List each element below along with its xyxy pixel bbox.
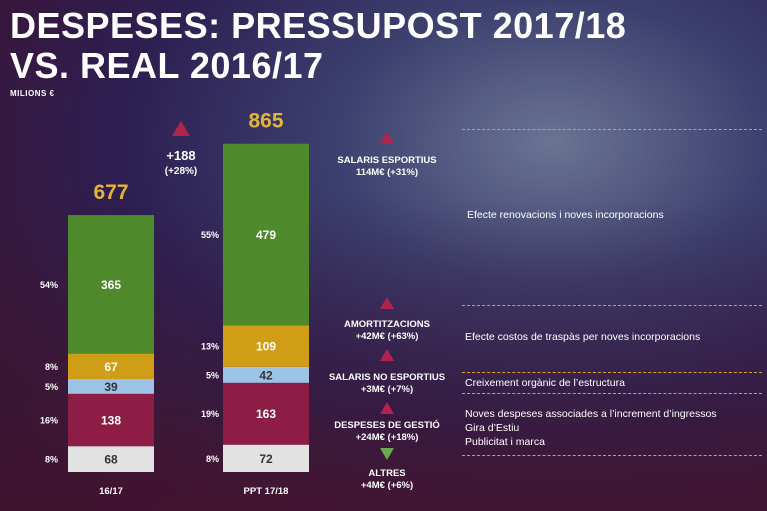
bar-segment: [223, 382, 309, 445]
up-arrow-icon: [380, 132, 394, 144]
x-tick-label: 16/17: [99, 486, 123, 497]
bar-segment: [223, 143, 309, 326]
segment-share-label: 54%: [40, 280, 58, 290]
segment-value-label: 39: [104, 380, 118, 394]
change-amount-label: +3M€ (+7%): [361, 384, 413, 395]
segment-share-label: 16%: [40, 416, 58, 426]
segment-value-label: 163: [256, 407, 276, 421]
note-traspas: Efecte costos de traspàs per noves incor…: [465, 331, 701, 343]
segment-share-label: 8%: [206, 454, 219, 464]
change-amount-label: +4M€ (+6%): [361, 480, 413, 491]
segment-share-label: 8%: [45, 455, 58, 465]
total-change-percent: (+28%): [165, 166, 198, 177]
segment-share-label: 55%: [201, 230, 219, 240]
segment-share-label: 19%: [201, 409, 219, 419]
down-arrow-icon: [380, 448, 394, 460]
note-renovacions: Efecte renovacions i noves incorporacion…: [467, 209, 664, 221]
chart-title: DESPESES: PRESSUPOST 2017/18 VS. REAL 20…: [10, 5, 627, 86]
bar-segment: [68, 379, 154, 394]
change-category-label: SALARIS NO ESPORTIUS: [329, 372, 445, 383]
up-arrow-icon: [380, 402, 394, 414]
up-arrow-icon: [380, 349, 394, 361]
change-amount-label: 114M€ (+31%): [356, 167, 418, 178]
note-publicitat: Publicitat i marca: [465, 436, 545, 448]
up-arrow-icon: [380, 297, 394, 309]
bar-segment: [68, 215, 154, 354]
segment-value-label: 72: [259, 452, 273, 466]
bar-segment: [68, 353, 154, 380]
segment-value-label: 68: [104, 453, 118, 467]
total-change-value: +188: [166, 148, 195, 163]
change-category-label: ALTRES: [368, 468, 405, 479]
note-estructura: Creixement orgànic de l’estructura: [465, 377, 625, 389]
change-category-label: AMORTITZACIONS: [344, 319, 430, 330]
bar-segment: [68, 446, 154, 472]
divider-line: [462, 129, 762, 130]
divider-line: [462, 372, 762, 373]
bar-total-label: 677: [93, 181, 128, 204]
segment-value-label: 67: [104, 360, 118, 374]
change-amount-label: +24M€ (+18%): [356, 432, 419, 443]
divider-line: [462, 455, 762, 456]
change-amount-label: +42M€ (+63%): [356, 331, 419, 342]
bar-segment: [223, 366, 309, 383]
segment-share-label: 5%: [45, 382, 58, 392]
change-category-label: SALARIS ESPORTIUS: [337, 155, 436, 166]
segment-share-label: 13%: [201, 342, 219, 352]
bar-segment: [68, 393, 154, 447]
segment-share-label: 8%: [45, 362, 58, 372]
x-tick-label: PPT 17/18: [244, 486, 289, 497]
bar-segment: [223, 325, 309, 367]
segment-value-label: 138: [101, 414, 121, 428]
bar-segment: [223, 444, 309, 472]
segment-value-label: 365: [101, 278, 121, 292]
segment-value-label: 42: [259, 368, 273, 382]
note-gira: Gira d’Estiu: [465, 422, 520, 434]
divider-line: [462, 393, 762, 394]
note-ingressos: Noves despeses associades a l’increment …: [465, 408, 717, 420]
change-category-label: DESPESES DE GESTIÓ: [334, 419, 440, 431]
divider-line: [462, 305, 762, 306]
units-label: MILIONS €: [10, 89, 55, 98]
segment-value-label: 479: [256, 228, 276, 242]
bar-total-label: 865: [248, 110, 283, 133]
segment-share-label: 5%: [206, 370, 219, 380]
segment-value-label: 109: [256, 340, 276, 354]
up-arrow-icon: [172, 121, 190, 136]
